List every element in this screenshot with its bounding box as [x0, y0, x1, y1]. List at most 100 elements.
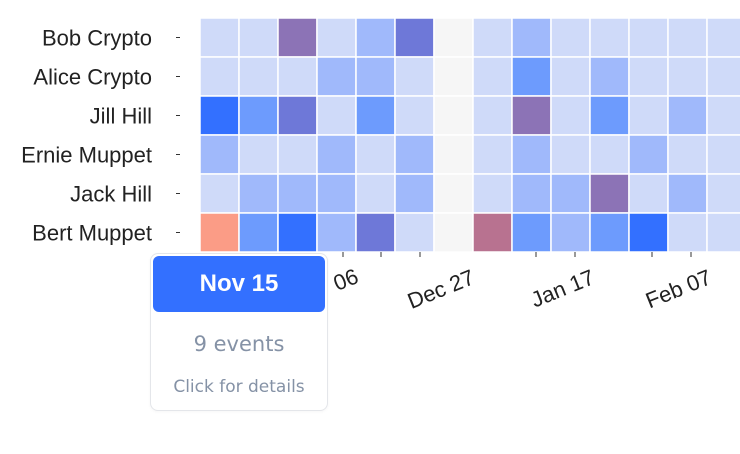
- heatmap-cell[interactable]: [589, 95, 630, 136]
- heatmap-cell[interactable]: [199, 95, 240, 136]
- heatmap-cell[interactable]: [316, 56, 357, 97]
- heatmap-cell[interactable]: [199, 173, 240, 214]
- heatmap-cell[interactable]: [628, 56, 669, 97]
- heatmap-cell[interactable]: [589, 173, 630, 214]
- heatmap-cell[interactable]: [238, 95, 279, 136]
- heatmap-cell[interactable]: [277, 56, 318, 97]
- heatmap-cell[interactable]: [355, 95, 396, 136]
- row-label: Ernie Muppet: [21, 143, 152, 168]
- heatmap-cell[interactable]: [511, 212, 552, 253]
- heatmap-cell[interactable]: [511, 17, 552, 58]
- row-label: Bert Muppet: [32, 221, 152, 246]
- heatmap-cell[interactable]: [433, 56, 474, 97]
- row-label: Jill Hill: [90, 104, 152, 129]
- heatmap-cell[interactable]: [628, 17, 669, 58]
- heatmap-cell[interactable]: [238, 17, 279, 58]
- heatmap-cell[interactable]: [433, 173, 474, 214]
- heatmap-cell[interactable]: [433, 212, 474, 253]
- heatmap-cell[interactable]: [550, 56, 591, 97]
- heatmap-cell[interactable]: [316, 134, 357, 175]
- heatmap-cell[interactable]: [706, 95, 740, 136]
- heatmap-cell[interactable]: [199, 17, 240, 58]
- heatmap-cell[interactable]: [472, 95, 513, 136]
- heatmap-cell[interactable]: [238, 56, 279, 97]
- date-tooltip[interactable]: Nov 15 9 events Click for details: [150, 253, 328, 411]
- heatmap-cell[interactable]: [355, 212, 396, 253]
- heatmap-cell[interactable]: [550, 17, 591, 58]
- heatmap-cell[interactable]: [355, 173, 396, 214]
- x-tick-label: Jan 17: [527, 264, 598, 312]
- heatmap-cell[interactable]: [628, 173, 669, 214]
- row-label: Bob Crypto: [42, 26, 152, 51]
- heatmap-cell[interactable]: [589, 212, 630, 253]
- heatmap-cell[interactable]: [667, 95, 708, 136]
- heatmap-cell[interactable]: [511, 56, 552, 97]
- heatmap-cell[interactable]: [316, 212, 357, 253]
- row-label: Jack Hill: [70, 182, 152, 207]
- heatmap-cell[interactable]: [667, 134, 708, 175]
- heatmap-cell[interactable]: [667, 173, 708, 214]
- heatmap-cell[interactable]: [706, 212, 740, 253]
- heatmap-cell[interactable]: [394, 134, 435, 175]
- heatmap-cell[interactable]: [277, 17, 318, 58]
- heatmap-cell[interactable]: [550, 134, 591, 175]
- heatmap-cell[interactable]: [628, 212, 669, 253]
- heatmap-cells: [199, 17, 740, 253]
- heatmap-cell[interactable]: [589, 134, 630, 175]
- heatmap-cell[interactable]: [355, 56, 396, 97]
- row-labels: Bob Crypto Alice Crypto Jill Hill Ernie Mup…: [21, 26, 180, 246]
- tooltip-event-count: 9 events: [193, 332, 285, 356]
- heatmap-cell[interactable]: [316, 95, 357, 136]
- heatmap-cell[interactable]: [355, 17, 396, 58]
- heatmap-cell[interactable]: [238, 173, 279, 214]
- heatmap-cell[interactable]: [472, 212, 513, 253]
- heatmap-cell[interactable]: [511, 95, 552, 136]
- heatmap-cell[interactable]: [199, 56, 240, 97]
- heatmap-cell[interactable]: [628, 95, 669, 136]
- heatmap-cell[interactable]: [550, 173, 591, 214]
- heatmap-cell[interactable]: [238, 212, 279, 253]
- heatmap-cell[interactable]: [706, 173, 740, 214]
- heatmap-cell[interactable]: [472, 173, 513, 214]
- heatmap-cell[interactable]: [277, 212, 318, 253]
- heatmap-cell[interactable]: [511, 134, 552, 175]
- heatmap-cell[interactable]: [277, 173, 318, 214]
- heatmap-cell[interactable]: [472, 56, 513, 97]
- tooltip-details-hint[interactable]: Click for details: [173, 377, 305, 397]
- heatmap-cell[interactable]: [394, 17, 435, 58]
- heatmap-cell[interactable]: [238, 134, 279, 175]
- heatmap-cell[interactable]: [667, 212, 708, 253]
- heatmap-cell[interactable]: [355, 134, 396, 175]
- heatmap-cell[interactable]: [199, 212, 240, 253]
- heatmap-cell[interactable]: [277, 95, 318, 136]
- heatmap-cell[interactable]: [550, 212, 591, 253]
- heatmap-cell[interactable]: [394, 95, 435, 136]
- heatmap-cell[interactable]: [667, 17, 708, 58]
- heatmap-cell[interactable]: [628, 134, 669, 175]
- heatmap-cell[interactable]: [511, 173, 552, 214]
- heatmap-cell[interactable]: [706, 134, 740, 175]
- heatmap-cell[interactable]: [706, 56, 740, 97]
- heatmap-cell[interactable]: [394, 173, 435, 214]
- heatmap-cell[interactable]: [316, 17, 357, 58]
- heatmap-cell[interactable]: [589, 56, 630, 97]
- x-tick-label: 06: [330, 263, 362, 295]
- tooltip-date: Nov 15: [153, 256, 325, 312]
- heatmap-cell[interactable]: [199, 134, 240, 175]
- heatmap-cell[interactable]: [472, 134, 513, 175]
- heatmap-cell[interactable]: [433, 17, 474, 58]
- x-tick-label: Dec 27: [404, 264, 478, 313]
- heatmap-cell[interactable]: [394, 56, 435, 97]
- heatmap-cell[interactable]: [472, 17, 513, 58]
- heatmap-cell[interactable]: [277, 134, 318, 175]
- heatmap-cell[interactable]: [433, 134, 474, 175]
- x-axis: 06 Dec 27 Jan 17 Feb 07: [330, 252, 715, 314]
- heatmap-cell[interactable]: [550, 95, 591, 136]
- heatmap-cell[interactable]: [394, 212, 435, 253]
- heatmap-cell[interactable]: [589, 17, 630, 58]
- heatmap-cell[interactable]: [706, 17, 740, 58]
- heatmap-cell[interactable]: [433, 95, 474, 136]
- heatmap-cell[interactable]: [316, 173, 357, 214]
- heatmap-cell[interactable]: [667, 56, 708, 97]
